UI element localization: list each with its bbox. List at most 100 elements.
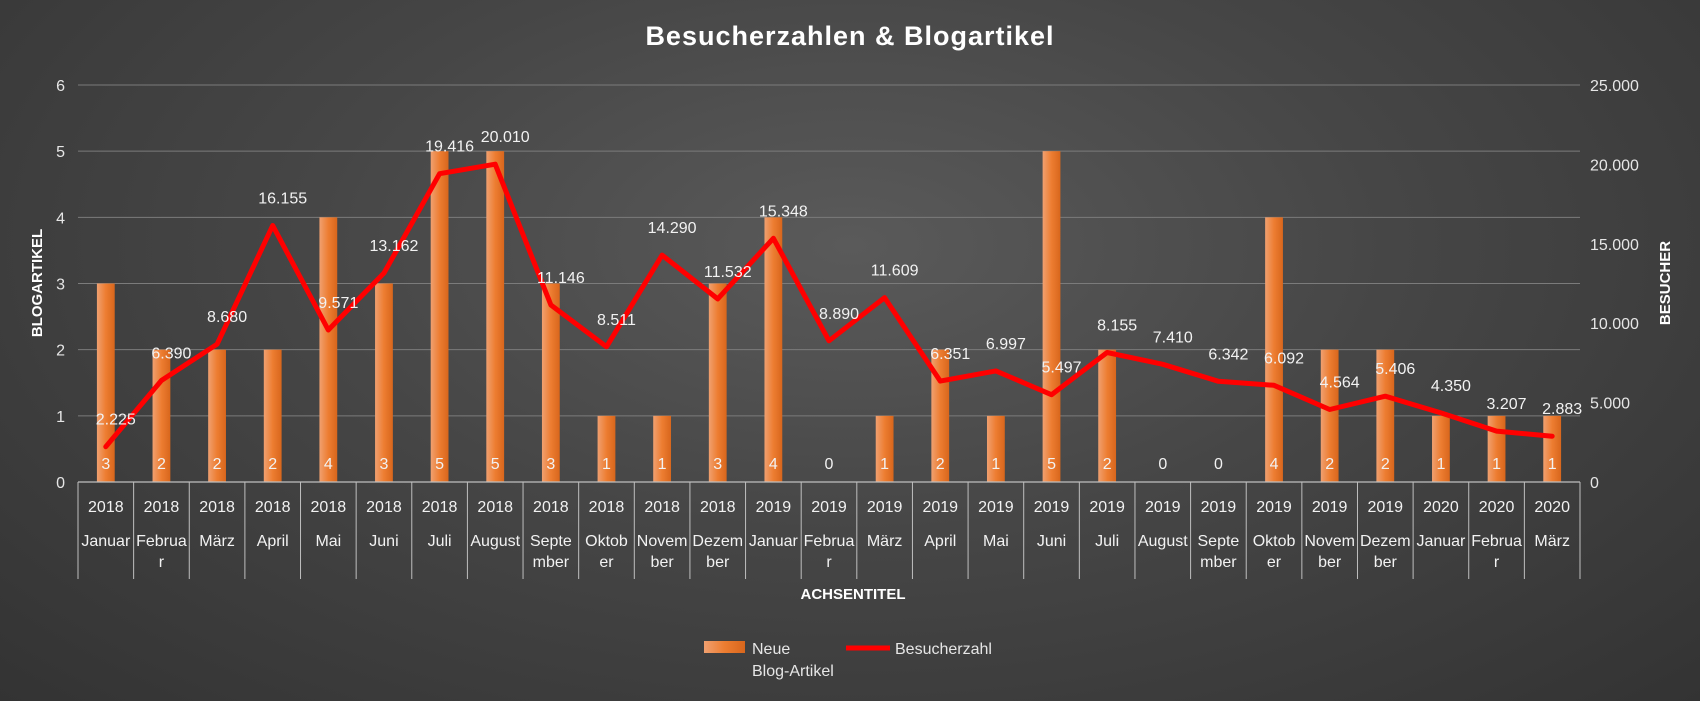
x-category-month: Februa bbox=[804, 533, 855, 550]
x-category-year: 2019 bbox=[922, 499, 958, 516]
x-category-month: Januar bbox=[81, 533, 131, 550]
x-category-year: 2019 bbox=[867, 499, 903, 516]
bar-value-label: 1 bbox=[602, 456, 611, 473]
bar bbox=[597, 415, 616, 482]
y-right-tick-label: 20.000 bbox=[1590, 157, 1639, 174]
x-category-month: Januar bbox=[749, 533, 799, 550]
chart-title: Besucherzahlen & Blogartikel bbox=[645, 21, 1054, 51]
line-value-label: 2.225 bbox=[96, 412, 136, 429]
y-left-tick-label: 4 bbox=[56, 210, 65, 227]
line-value-label: 8.890 bbox=[819, 306, 859, 323]
y-right-tick-label: 10.000 bbox=[1590, 316, 1639, 333]
x-category-month: März bbox=[199, 533, 235, 550]
bar bbox=[375, 283, 393, 482]
x-category-month: ber bbox=[1318, 554, 1342, 571]
x-category-year: 2019 bbox=[756, 499, 792, 516]
line-value-label: 6.342 bbox=[1208, 346, 1248, 363]
bar bbox=[486, 151, 505, 482]
y-right-tick-label: 15.000 bbox=[1590, 237, 1639, 254]
x-category-year: 2020 bbox=[1423, 499, 1459, 516]
x-category-month: mber bbox=[533, 554, 570, 571]
line-value-label: 4.564 bbox=[1320, 375, 1360, 392]
x-category-year: 2018 bbox=[366, 499, 402, 516]
line-value-label: 8.680 bbox=[207, 309, 247, 326]
legend-bar-swatch bbox=[704, 641, 745, 653]
bar-value-label: 5 bbox=[491, 456, 500, 473]
bar-value-label: 2 bbox=[1103, 456, 1112, 473]
bar bbox=[1320, 349, 1339, 482]
line-series bbox=[103, 161, 1555, 450]
x-category-month: Dezem bbox=[692, 533, 743, 550]
bar-value-label: 2 bbox=[1381, 456, 1390, 473]
bar-value-label: 3 bbox=[546, 456, 555, 473]
legend: Neue Blog-Artikel Besucherzahl bbox=[704, 641, 992, 680]
x-category-month: mber bbox=[1200, 554, 1237, 571]
line-value-label: 3.207 bbox=[1487, 396, 1527, 413]
bar-value-label: 4 bbox=[1270, 456, 1279, 473]
x-category-month: Juni bbox=[1037, 533, 1066, 550]
line-value-label: 6.390 bbox=[151, 346, 191, 363]
bar bbox=[430, 151, 449, 482]
axes: 0 1 2 3 4 5 6 0 5.000 10.000 15.000 20.000 25.000 bbox=[56, 78, 1639, 579]
line-value-label: 8.511 bbox=[597, 312, 636, 329]
y-right-tick-label: 25.000 bbox=[1590, 78, 1639, 95]
bar-value-label: 2 bbox=[157, 456, 166, 473]
x-category-month: er bbox=[1267, 554, 1282, 571]
x-axis-title: ACHSENTITEL bbox=[801, 586, 906, 603]
bar-data-labels: 3 2 2 2 4 3 5 5 3 1 1 3 4 0 1 2 1 5 2 0 0 4 2 2 1 1 1 bbox=[101, 456, 1556, 473]
line-value-label: 5.406 bbox=[1375, 361, 1415, 378]
x-category-month: April bbox=[257, 533, 289, 550]
line-value-label: 14.290 bbox=[648, 220, 697, 237]
x-category-year: 2018 bbox=[700, 499, 736, 516]
bar bbox=[986, 415, 1005, 482]
bar-value-label: 4 bbox=[324, 456, 333, 473]
x-category-year: 2020 bbox=[1534, 499, 1570, 516]
bar bbox=[875, 415, 894, 482]
x-category-year: 2018 bbox=[311, 499, 347, 516]
x-category-month: Februa bbox=[136, 533, 187, 550]
line-value-label: 5.497 bbox=[1041, 360, 1081, 377]
x-category-month: Februa bbox=[1471, 533, 1522, 550]
bar-value-label: 1 bbox=[880, 456, 889, 473]
x-category-year: 2019 bbox=[1034, 499, 1070, 516]
x-category-month: Septe bbox=[530, 533, 572, 550]
legend-bar-label: Neue bbox=[752, 641, 790, 658]
x-category-year: 2019 bbox=[811, 499, 847, 516]
bar bbox=[764, 217, 783, 483]
bar-value-label: 1 bbox=[1492, 456, 1501, 473]
x-category-month: ber bbox=[1374, 554, 1398, 571]
x-category-month: März bbox=[867, 533, 903, 550]
bar-value-label: 3 bbox=[101, 456, 110, 473]
bar bbox=[541, 283, 560, 482]
bar-value-label: 0 bbox=[1158, 456, 1167, 473]
x-category-month: Juli bbox=[1095, 533, 1119, 550]
x-category-month: April bbox=[924, 533, 956, 550]
bar-value-label: 1 bbox=[991, 456, 1000, 473]
x-axis-categories: 2018 Januar 2018 Februa r 2018 März 2018 April 20… bbox=[81, 499, 1570, 571]
x-category-year: 2019 bbox=[1201, 499, 1237, 516]
x-category-year: 2018 bbox=[88, 499, 124, 516]
line-value-label: 16.155 bbox=[258, 190, 307, 207]
x-category-month: Novem bbox=[637, 533, 688, 550]
x-category-year: 2020 bbox=[1479, 499, 1515, 516]
x-category-year: 2018 bbox=[644, 499, 680, 516]
x-category-month: Oktob bbox=[1253, 533, 1296, 550]
bar-value-label: 4 bbox=[769, 456, 778, 473]
line-value-label: 6.351 bbox=[930, 346, 970, 363]
y-right-tick-label: 0 bbox=[1590, 475, 1599, 492]
y-left-tick-label: 3 bbox=[56, 277, 65, 294]
x-category-month: r bbox=[1494, 554, 1500, 571]
x-category-year: 2019 bbox=[978, 499, 1014, 516]
line-value-label: 4.350 bbox=[1431, 378, 1471, 395]
bar-value-label: 2 bbox=[1325, 456, 1334, 473]
x-category-year: 2019 bbox=[1312, 499, 1348, 516]
y-axis-left-title: BLOGARTIKEL bbox=[29, 229, 46, 337]
x-category-month: Juni bbox=[369, 533, 398, 550]
bar-value-label: 3 bbox=[713, 456, 722, 473]
x-category-month: Oktob bbox=[585, 533, 628, 550]
line-value-label: 15.348 bbox=[759, 203, 808, 220]
x-category-year: 2018 bbox=[199, 499, 235, 516]
bar-value-label: 1 bbox=[658, 456, 667, 473]
x-category-year: 2018 bbox=[255, 499, 291, 516]
